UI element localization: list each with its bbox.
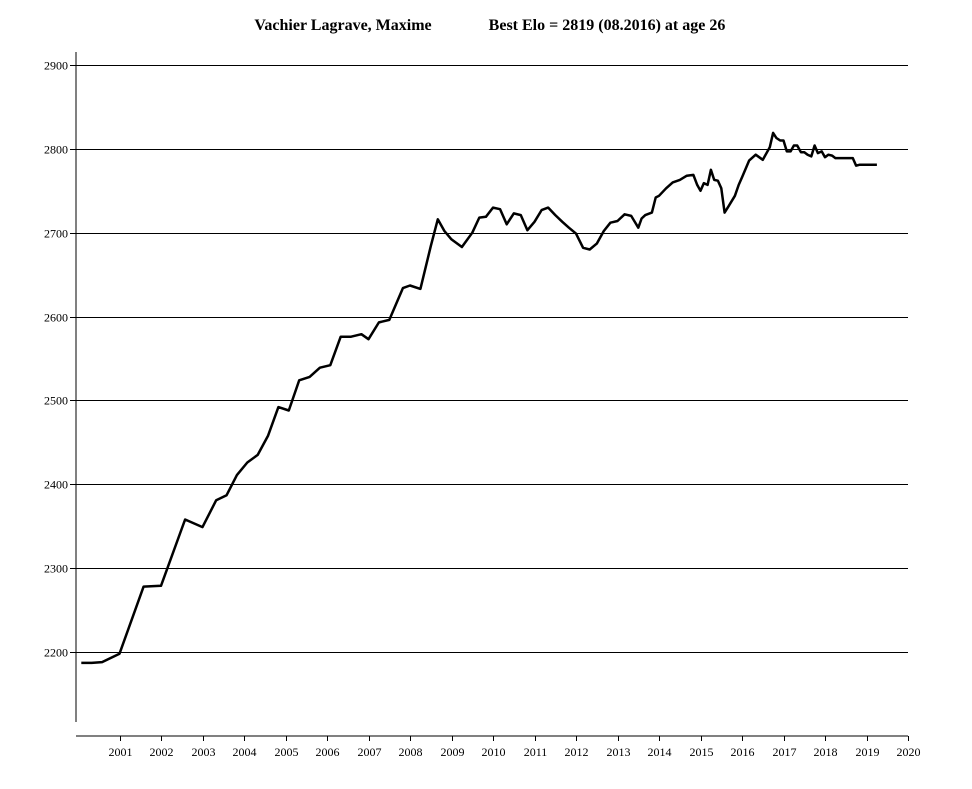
x-tick-label: 2020	[897, 745, 921, 759]
y-tick-label: 2600	[44, 311, 68, 325]
chart-title-best-elo: Best Elo = 2819 (08.2016) at age 26	[489, 17, 726, 34]
x-tick-label: 2001	[109, 745, 133, 759]
x-tick-labels: 2001 2002 2003 2004 2005 2006 2007 2008 2009 2010…	[109, 736, 921, 759]
x-tick-label: 2002	[150, 745, 174, 759]
y-tick-label: 2700	[44, 227, 68, 241]
x-tick-label: 2015	[690, 745, 714, 759]
x-tick-label: 2019	[856, 745, 880, 759]
y-tick-label: 2500	[44, 394, 68, 408]
y-tick-label: 2300	[44, 562, 68, 576]
x-tick-label: 2006	[316, 745, 340, 759]
y-tick-label: 2400	[44, 478, 68, 492]
series-layer	[81, 131, 877, 665]
x-tick-label: 2017	[773, 745, 797, 759]
x-tick-label: 2011	[524, 745, 548, 759]
x-tick-label: 2010	[482, 745, 506, 759]
x-tick-label: 2008	[399, 745, 423, 759]
y-tick-label: 2900	[44, 59, 68, 73]
x-tick-label: 2003	[192, 745, 216, 759]
x-tick-label: 2014	[648, 745, 672, 759]
y-tick-label: 2200	[44, 646, 68, 660]
chart-title-player: Vachier Lagrave, Maxime	[254, 17, 431, 34]
x-tick-label: 2007	[358, 745, 382, 759]
y-tick-label: 2800	[44, 143, 68, 157]
x-tick-label: 2005	[275, 745, 299, 759]
x-tick-label: 2013	[607, 745, 631, 759]
x-tick-label: 2009	[441, 745, 465, 759]
y-tick-labels: 2200 2300 2400 2500 2600 2700 2800 2900	[44, 59, 68, 660]
elo-rating-line	[81, 131, 877, 665]
x-tick-label: 2016	[731, 745, 755, 759]
x-tick-label: 2018	[814, 745, 838, 759]
grid-lines	[70, 65, 908, 653]
x-tick-label: 2012	[565, 745, 589, 759]
x-tick-label: 2004	[233, 745, 257, 759]
